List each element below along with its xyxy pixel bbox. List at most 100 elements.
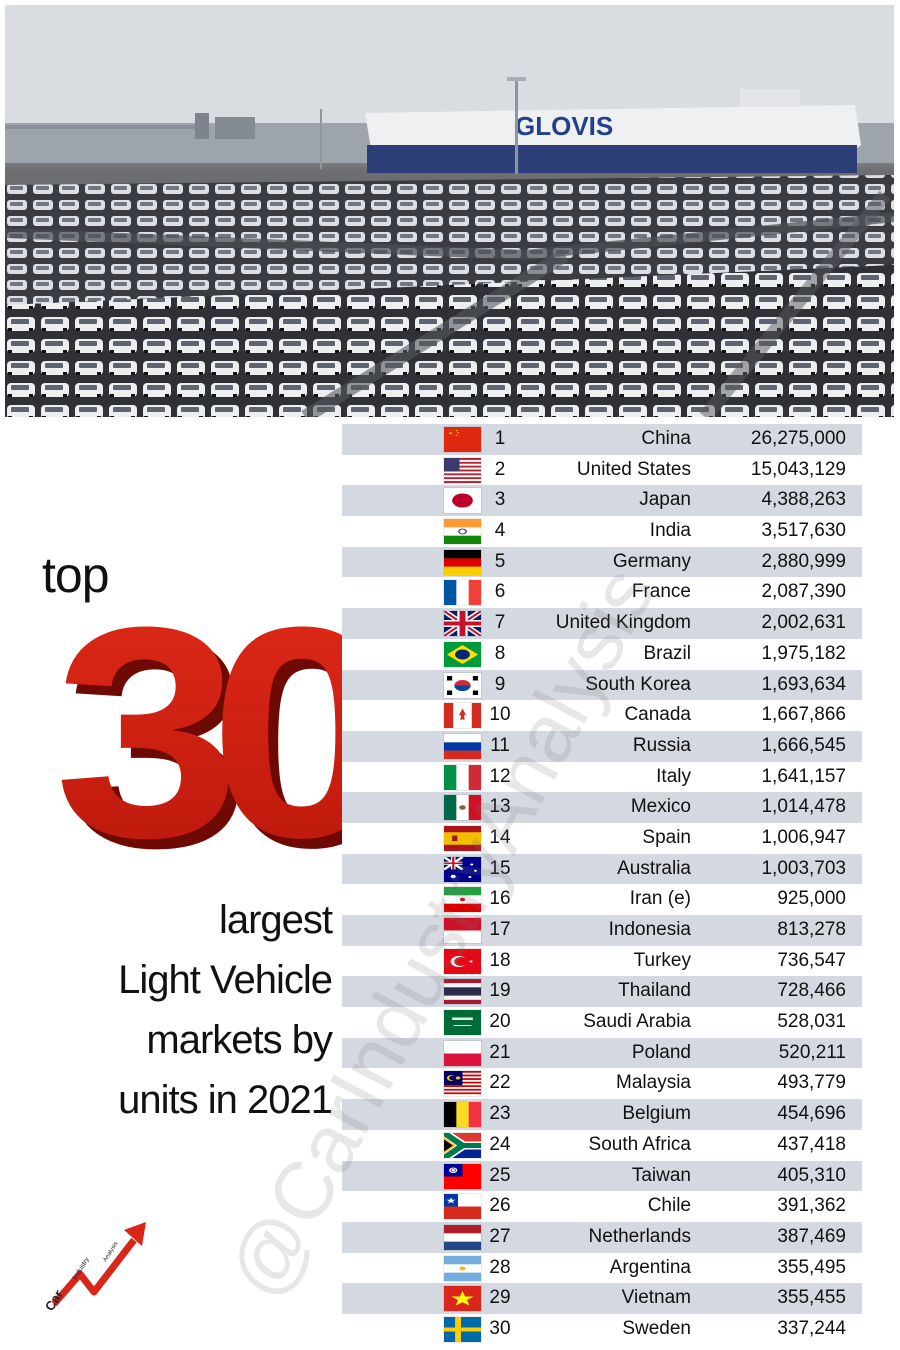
flag-icon [444,1163,481,1189]
country-cell: United States [576,458,691,480]
flag-icon [444,887,481,913]
units-cell: 2,880,999 [761,550,846,572]
country-cell: Netherlands [588,1225,691,1247]
table-row: 30 Sweden 337,244 [342,1313,862,1345]
table-row: 19 Thailand 728,466 [342,976,862,1008]
table-row: 25 Taiwan 405,310 [342,1160,862,1192]
country-cell: Australia [617,857,691,879]
flag-icon [444,856,481,882]
units-cell: 4,388,263 [761,489,846,511]
rank-cell: 4 [494,520,506,542]
units-cell: 454,696 [777,1103,846,1125]
ship-brand-text: GLOVIS [515,111,613,141]
flag-icon [444,488,481,514]
rank-cell: 21 [489,1041,511,1063]
country-cell: Mexico [630,796,691,818]
table-row: 29 Vietnam 355,455 [342,1283,862,1314]
flag-icon [444,427,481,452]
flag-icon [444,948,481,974]
units-cell: 355,495 [777,1256,846,1278]
table-row: 1 China 26,275,000 [342,424,862,455]
table-row: 8 Brazil 1,975,182 [342,638,862,670]
header-photo: GLOVIS [5,5,894,417]
rank-cell: 9 [494,673,506,695]
country-cell: Thailand [618,980,691,1002]
flag-icon [444,457,481,483]
table-row: 17 Indonesia 813,278 [342,915,862,946]
flag-icon [444,1132,481,1158]
table-row: 4 India 3,517,630 [342,516,862,547]
country-cell: Vietnam [621,1287,691,1309]
units-cell: 337,244 [777,1317,846,1339]
rank-cell: 16 [489,888,511,910]
table-row: 5 Germany 2,880,999 [342,546,862,578]
country-cell: Brazil [643,642,691,664]
rank-cell: 28 [489,1256,511,1278]
flag-icon [444,795,481,821]
flag-icon [444,1010,481,1036]
flag-icon [444,1071,481,1097]
rank-cell: 24 [489,1133,511,1155]
car-industry-analysis-logo: Car Industry Analysis [46,1222,146,1314]
units-cell: 520,211 [778,1041,846,1063]
country-cell: Italy [656,765,691,787]
country-cell: Indonesia [608,919,691,940]
flag-icon [444,1255,481,1281]
country-cell: Spain [642,826,691,848]
rank-cell: 26 [489,1195,511,1217]
table-row: 18 Turkey 736,547 [342,945,862,977]
units-cell: 3,517,630 [761,520,846,542]
flag-icon [444,825,481,851]
rank-cell: 27 [489,1225,511,1247]
table-row: 20 Saudi Arabia 528,031 [342,1007,862,1038]
units-cell: 1,693,634 [761,673,846,695]
units-cell: 2,087,390 [761,581,846,603]
flag-icon [444,1102,481,1128]
rank-cell: 7 [494,612,506,634]
flag-icon [444,733,481,759]
flag-icon [444,1040,481,1066]
country-cell: Germany [612,550,691,572]
flag-icon [444,764,481,790]
flag-icon [444,918,481,943]
rank-cell: 6 [494,581,506,603]
rank-cell: 25 [489,1164,511,1186]
units-cell: 1,667,866 [761,704,846,726]
rank-cell: 13 [489,796,511,818]
title-line-1: largest [218,898,333,942]
country-cell: Iran (e) [629,888,691,910]
table-row: 10 Canada 1,667,866 [342,700,862,731]
country-cell: Sweden [622,1317,691,1339]
table-row: 26 Chile 391,362 [342,1191,862,1222]
big-number-shadow: 30 [64,604,390,884]
flag-icon [444,580,481,606]
rank-cell: 15 [489,857,511,879]
rank-cell: 14 [489,826,511,848]
units-cell: 493,779 [777,1072,846,1094]
rank-cell: 3 [494,489,506,511]
country-cell: Argentina [609,1256,691,1278]
table-row: 3 Japan 4,388,263 [342,485,862,517]
rank-cell: 2 [494,458,506,480]
country-cell: Chile [647,1195,691,1217]
units-cell: 1,006,947 [761,826,846,848]
title-line-2: Light Vehicle [118,958,333,1002]
units-cell: 813,278 [777,919,846,940]
rank-cell: 30 [489,1317,511,1339]
country-cell: Russia [632,734,691,756]
country-cell: France [631,581,691,603]
flag-icon [444,549,481,575]
title-subtitle: largest Light Vehicle markets by units i… [40,890,333,1130]
country-cell: Malaysia [616,1072,691,1094]
flag-icon [444,1286,481,1312]
flag-icon [444,703,481,729]
units-cell: 1,014,478 [761,796,846,818]
units-cell: 1,666,545 [761,734,846,756]
big-number: 30 [54,604,382,884]
country-cell: South Africa [588,1133,691,1155]
units-cell: 2,002,631 [761,612,846,634]
table-row: 15 Australia 1,003,703 [342,853,862,885]
title-top-word: top [42,547,110,603]
table-row: 14 Spain 1,006,947 [342,822,862,854]
table-row: 9 South Korea 1,693,634 [342,669,862,701]
